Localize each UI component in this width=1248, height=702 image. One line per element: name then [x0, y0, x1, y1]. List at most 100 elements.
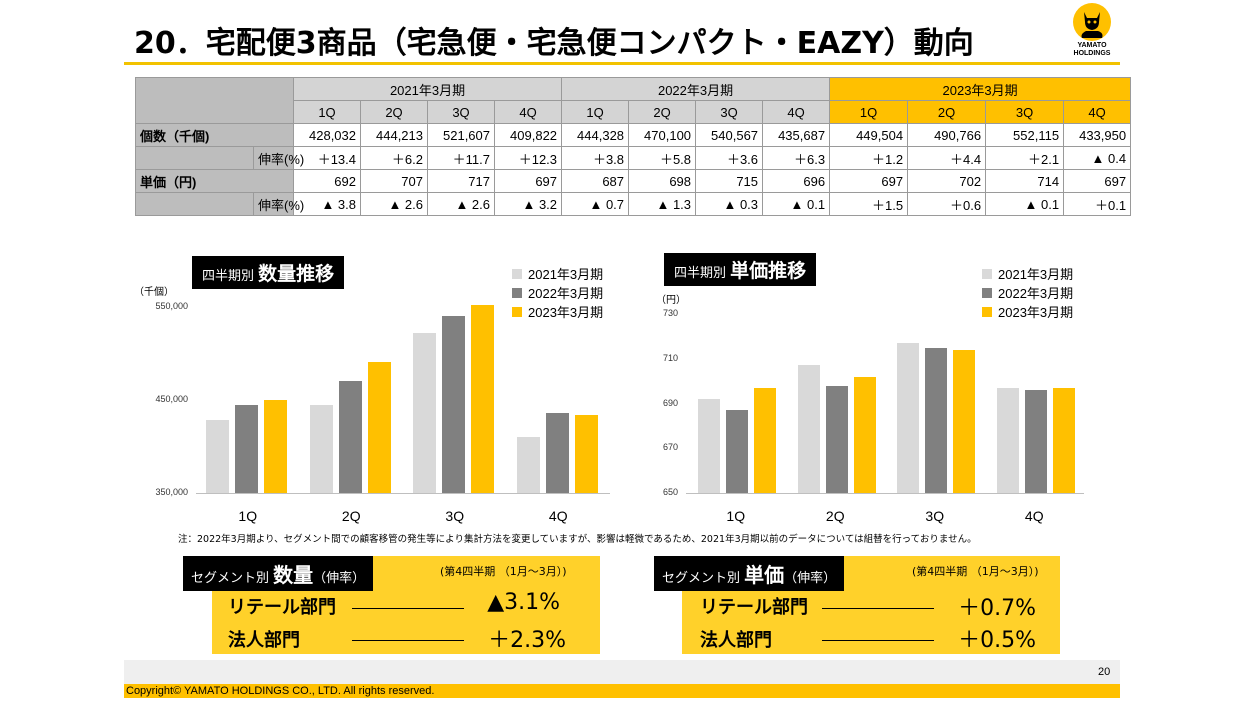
x-tick-label: 1Q: [238, 508, 258, 524]
bar-1Q-3: [264, 400, 287, 493]
table-row-price: 単価（円) 692 707 717 697 687 698 715 696 69…: [135, 169, 1132, 193]
period-header-2022: 2022年3月期: [561, 77, 831, 101]
table-cell: ＋6.2: [360, 146, 428, 170]
table-cell: 702: [907, 169, 987, 193]
table-cell: 717: [427, 169, 495, 193]
volume-chart-label-prefix: 四半期別: [202, 269, 259, 284]
row-label-spacer: [135, 192, 254, 216]
y-tick-label: 350,000: [155, 487, 188, 497]
table-cell: 687: [561, 169, 630, 193]
legend-item: 2022年3月期: [512, 283, 603, 302]
segment-volume-label-main: 数量: [273, 563, 314, 587]
segment-volume-period: (第4四半期 （1月～3月）): [440, 565, 567, 578]
bar-2Q-1: [797, 365, 820, 493]
bar-2Q-3: [367, 362, 391, 493]
segment-price-label: セグメント別 単価（伸率）: [654, 556, 845, 591]
logo-text-holdings: HOLDINGS: [1073, 50, 1111, 57]
table-cell: 470,100: [628, 123, 697, 147]
period-header-2023: 2023年3月期: [829, 77, 1132, 101]
legend-item: 2022年3月期: [982, 283, 1073, 302]
bar-4Q-1: [996, 387, 1019, 493]
y-tick-label: 730: [662, 308, 678, 318]
bar-4Q-2: [1024, 390, 1047, 493]
table-cell: 698: [628, 169, 697, 193]
x-axis-line: [686, 493, 1084, 494]
table-cell: ＋0.6: [907, 192, 987, 216]
y-tick-label: 690: [662, 397, 678, 408]
bar-3Q-1: [413, 333, 436, 493]
segment-price-retail-label: リテール部門: [700, 597, 808, 618]
bar-2Q-3: [853, 376, 876, 493]
table-cell: ▲ 0.1: [985, 192, 1065, 216]
table-cell: ＋1.2: [829, 146, 909, 170]
segment-volume-corporate-label: 法人部門: [228, 630, 300, 651]
table-cell: ＋3.6: [695, 146, 764, 170]
legend-item: 2021年3月期: [982, 264, 1073, 283]
table-cell: 521,607: [427, 123, 495, 147]
price-chart-unit: （円）: [656, 295, 686, 306]
legend-label: 2023年3月期: [528, 305, 604, 320]
table-cell: ＋2.1: [985, 146, 1065, 170]
leader-line: [822, 608, 934, 609]
bar-2Q-1: [309, 405, 333, 493]
legend-swatch: [512, 287, 522, 298]
logo-text-yamato: YAMATO: [1077, 42, 1107, 49]
price-chart-label-main: 単価推移: [730, 260, 807, 282]
table-cell: ▲ 3.2: [493, 192, 563, 216]
row-label-price-growth: 伸率(%): [253, 192, 304, 216]
price-chart-label-prefix: 四半期別: [674, 266, 731, 281]
copyright-bar: Copyright© YAMATO HOLDINGS CO., LTD. All…: [124, 684, 1120, 698]
row-label-spacer: [135, 146, 254, 170]
table-cell: ▲ 0.4: [1063, 146, 1132, 170]
y-tick-label: 710: [662, 352, 678, 363]
black-cat-icon: [1073, 3, 1111, 41]
table-cell: 490,766: [907, 123, 987, 147]
bar-4Q-3: [1052, 387, 1075, 493]
segment-price-retail-value: ＋0.7%: [958, 596, 1036, 621]
y-tick-label: 650: [662, 487, 678, 497]
table-cell: ▲ 3.8: [293, 192, 361, 216]
table-cell: 409,822: [493, 123, 563, 147]
footer-band: [124, 660, 1120, 684]
table-corner: [135, 77, 294, 124]
table-cell: ＋3.8: [561, 146, 630, 170]
table-cell: 444,213: [360, 123, 428, 147]
table-cell: ＋0.1: [1063, 192, 1132, 216]
volume-chart-label-main: 数量推移: [258, 263, 335, 285]
company-logo: YAMATO HOLDINGS: [1060, 2, 1124, 62]
legend-swatch: [982, 268, 992, 279]
quarter-header-row: 1Q 2Q 3Q 4Q 1Q 2Q 3Q 4Q 1Q 2Q 3Q 4Q: [136, 100, 1132, 124]
table-cell: ＋6.3: [762, 146, 831, 170]
bar-3Q-3: [471, 305, 494, 493]
quarter-header: 1Q: [293, 100, 361, 124]
x-tick-label: 4Q: [548, 508, 568, 524]
bar-3Q-3: [953, 349, 975, 493]
table-cell: ＋12.3: [493, 146, 563, 170]
segment-price-label-main: 単価: [744, 563, 785, 587]
legend-label: 2021年3月期: [528, 267, 604, 282]
bar-4Q-1: [516, 437, 540, 493]
table-cell: ▲ 2.6: [427, 192, 495, 216]
legend-swatch: [512, 306, 522, 317]
bar-4Q-3: [574, 414, 598, 493]
segment-volume-retail-value: ▲3.1%: [487, 590, 560, 615]
table-cell: ▲ 0.1: [762, 192, 831, 216]
x-axis-line: [196, 493, 610, 494]
legend-item: 2021年3月期: [512, 264, 603, 283]
table-cell: ＋1.5: [829, 192, 909, 216]
bar-1Q-1: [698, 399, 720, 493]
legend-label: 2022年3月期: [998, 286, 1074, 301]
quarter-header: 4Q: [762, 100, 831, 124]
table-cell: ＋11.7: [427, 146, 495, 170]
x-tick-label: 4Q: [1024, 508, 1044, 524]
x-tick-label: 1Q: [726, 508, 746, 524]
row-label-price: 単価（円): [135, 169, 294, 193]
table-row-volume-growth: 伸率(%) ＋13.4 ＋6.2 ＋11.7 ＋12.3 ＋3.8 ＋5.8 ＋…: [135, 146, 1132, 170]
segment-volume-corporate-value: ＋2.3%: [488, 628, 566, 653]
table-cell: 435,687: [762, 123, 831, 147]
segment-price-corporate-label: 法人部門: [700, 630, 772, 651]
table-cell: ▲ 2.6: [360, 192, 428, 216]
bar-2Q-2: [338, 381, 362, 493]
table-cell: 696: [762, 169, 831, 193]
quarter-header: 2Q: [628, 100, 697, 124]
